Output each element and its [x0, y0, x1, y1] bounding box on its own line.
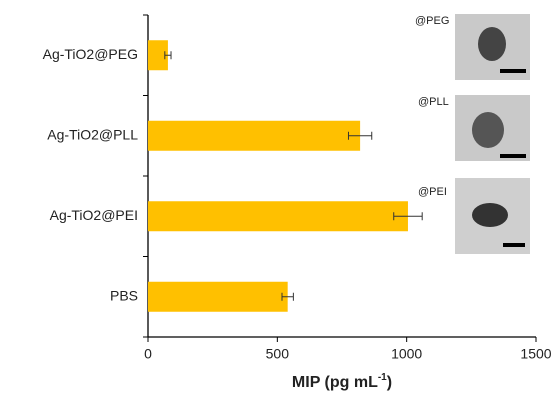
bar — [148, 281, 288, 312]
inset-label: @PEI — [418, 186, 447, 198]
x-tick-label: 500 — [266, 346, 290, 362]
bar — [148, 201, 408, 232]
error-bar — [164, 51, 172, 60]
error-bar — [393, 212, 423, 221]
error-bar — [347, 131, 373, 140]
error-bar — [281, 292, 294, 301]
inset-label: @PEG — [415, 15, 449, 27]
y-tick-label: PBS — [110, 287, 138, 303]
bar — [148, 40, 168, 71]
particle — [478, 27, 506, 61]
x-label-text: MIP (pg mL — [292, 374, 378, 391]
x-axis-label: MIP (pg mL-1) — [292, 372, 392, 392]
scale-bar — [500, 154, 526, 158]
particle — [472, 112, 504, 148]
inset-images — [455, 14, 530, 254]
x-tick-label: 1000 — [391, 346, 422, 362]
x-tick-label: 1500 — [520, 346, 551, 362]
scale-bar — [500, 69, 526, 73]
y-tick-label: Ag-TiO2@PEG — [43, 46, 138, 62]
x-label-superscript: -1 — [378, 372, 387, 383]
y-tick-label: Ag-TiO2@PLL — [47, 126, 138, 142]
x-tick-label: 0 — [144, 346, 152, 362]
x-label-suffix: ) — [387, 374, 392, 391]
inset-label: @PLL — [418, 96, 449, 108]
particle — [472, 203, 508, 227]
scale-bar — [503, 243, 525, 247]
bar — [148, 120, 361, 151]
y-tick-label: Ag-TiO2@PEI — [50, 207, 138, 223]
